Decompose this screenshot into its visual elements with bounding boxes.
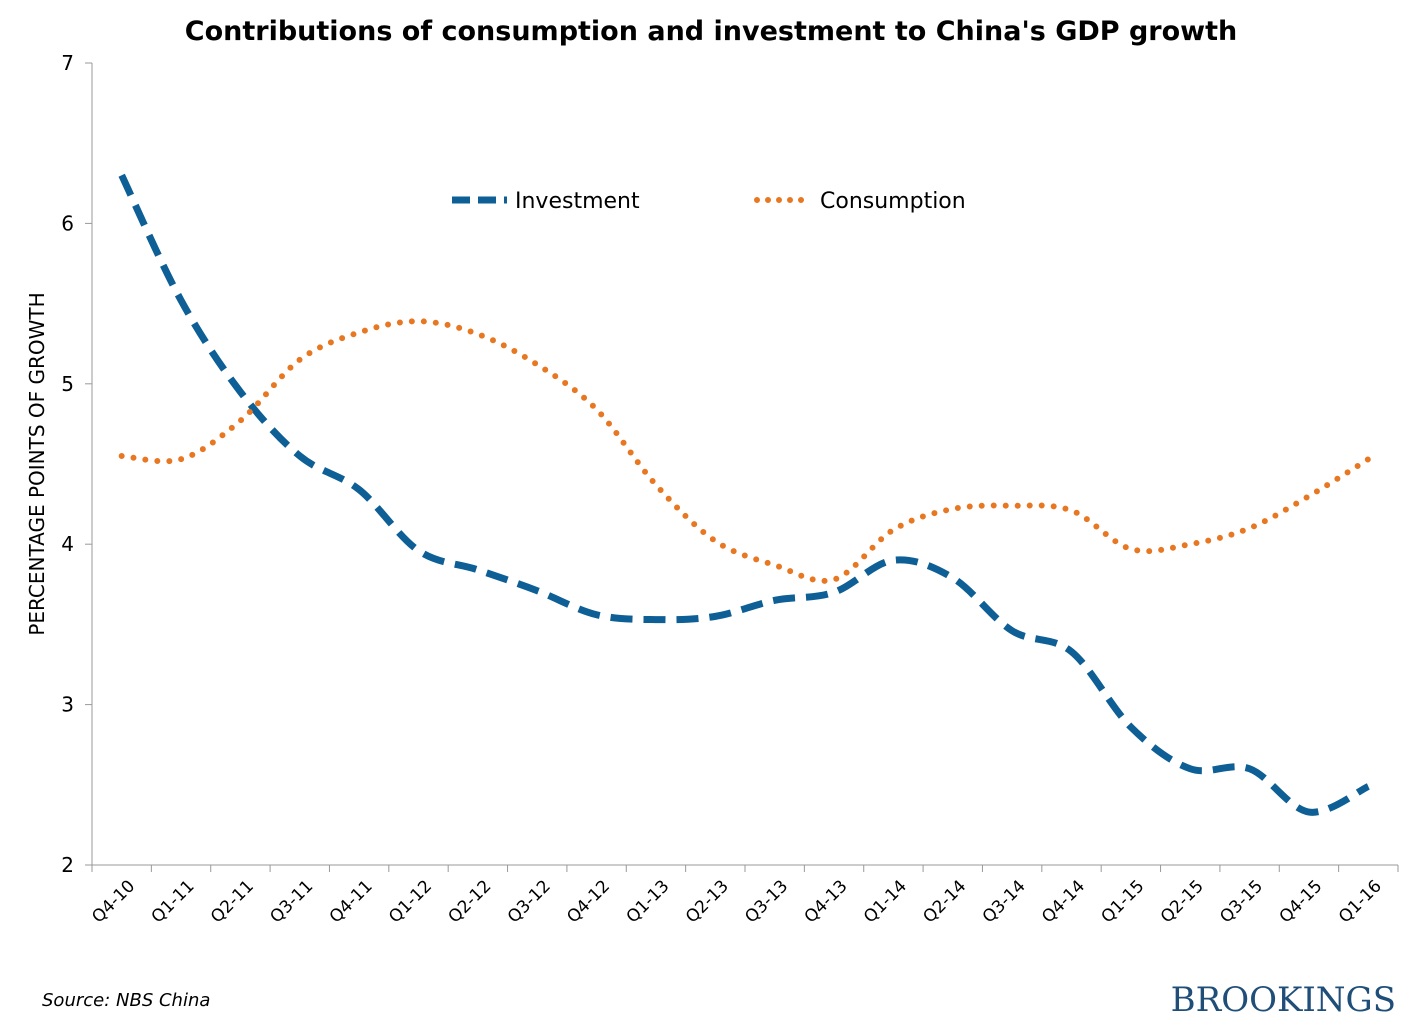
x-tick-label: Q3-15 bbox=[1216, 876, 1267, 927]
x-tick-label: Q1-13 bbox=[623, 876, 674, 927]
x-tick-label: Q4-13 bbox=[801, 876, 852, 927]
x-tick-label: Q3-14 bbox=[979, 876, 1030, 927]
brookings-logo: BROOKINGS bbox=[1170, 980, 1396, 1020]
series-line-investment bbox=[118, 173, 1370, 816]
y-tick-label: 4 bbox=[61, 532, 74, 556]
x-tick-label: Q3-13 bbox=[741, 876, 792, 927]
legend-label-investment: Investment bbox=[515, 189, 640, 214]
x-tick-label: Q4-10 bbox=[88, 876, 139, 927]
x-tick-label: Q2-11 bbox=[207, 876, 258, 927]
x-tick-label: Q1-12 bbox=[385, 876, 436, 927]
y-tick-label: 6 bbox=[61, 211, 74, 235]
x-tick-label: Q2-15 bbox=[1157, 876, 1208, 927]
y-tick-label: 3 bbox=[61, 693, 74, 717]
source-note: Source: NBS China bbox=[42, 990, 211, 1011]
y-tick-label: 5 bbox=[61, 372, 74, 396]
y-axis-label: PERCENTAGE POINTS OF GROWTH bbox=[25, 292, 49, 635]
x-tick-label: Q2-13 bbox=[682, 876, 733, 927]
y-tick-label: 2 bbox=[61, 853, 74, 877]
x-tick-label: Q1-11 bbox=[148, 876, 199, 927]
x-tick-label: Q2-12 bbox=[445, 876, 496, 927]
x-tick-label: Q3-11 bbox=[266, 876, 317, 927]
chart-title: Contributions of consumption and investm… bbox=[184, 16, 1238, 47]
legend-label-consumption: Consumption bbox=[820, 189, 966, 214]
x-tick-label: Q4-11 bbox=[326, 876, 377, 927]
y-tick-label: 7 bbox=[61, 51, 74, 75]
x-tick-label: Q3-12 bbox=[504, 876, 555, 927]
x-tick-label: Q1-14 bbox=[860, 876, 911, 927]
x-tick-label: Q4-14 bbox=[1038, 876, 1089, 927]
x-tick-label: Q4-15 bbox=[1276, 876, 1327, 927]
x-tick-label: Q1-16 bbox=[1335, 876, 1386, 927]
series-line-consumption bbox=[118, 318, 1372, 584]
x-tick-label: Q4-12 bbox=[563, 876, 614, 927]
x-tick-label: Q2-14 bbox=[919, 876, 970, 927]
x-tick-label: Q1-15 bbox=[1098, 876, 1149, 927]
